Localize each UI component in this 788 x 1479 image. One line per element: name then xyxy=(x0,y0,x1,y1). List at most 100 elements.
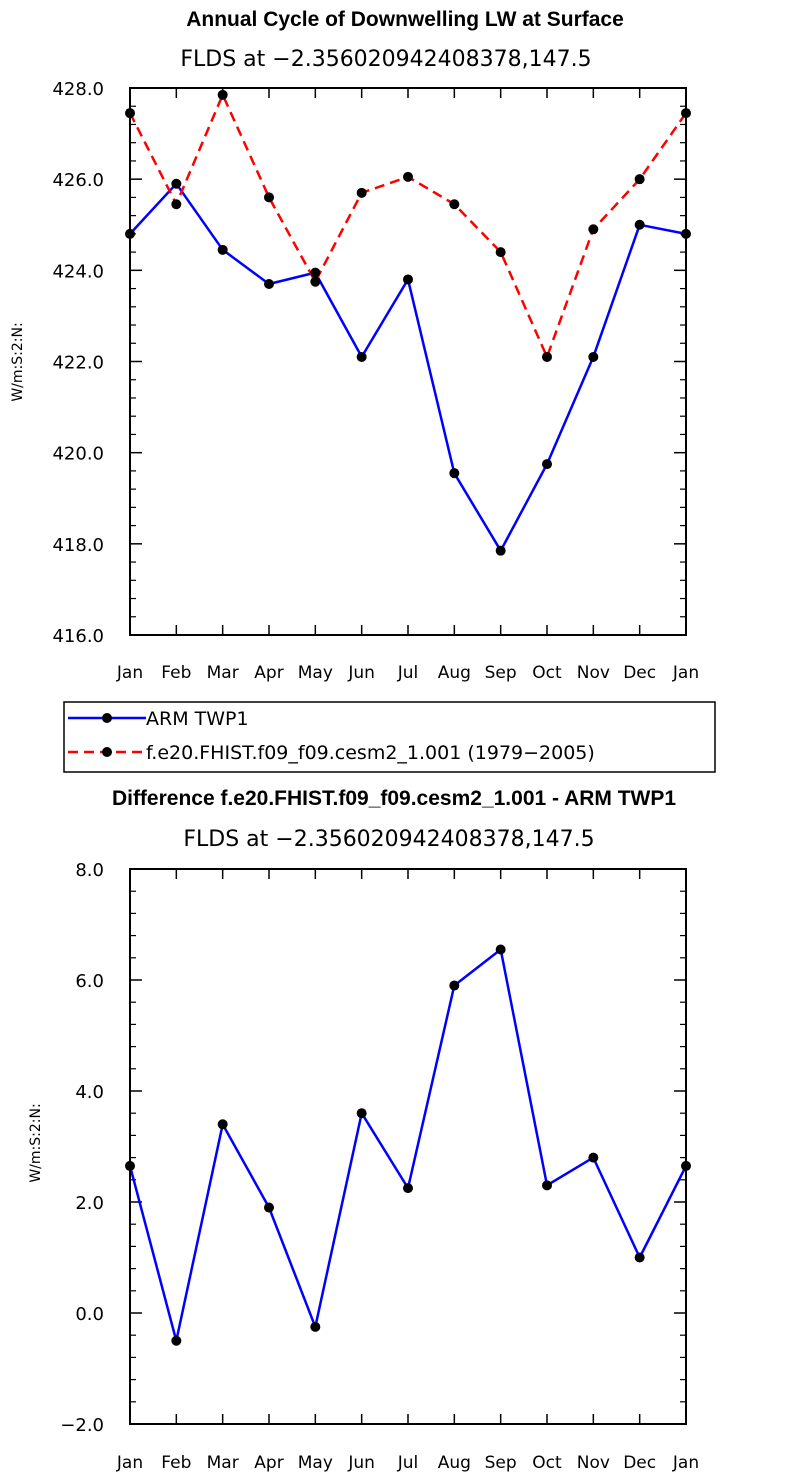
chart-subtitle: FLDS at −2.356020942408378,147.5 xyxy=(180,47,591,72)
x-tick-label: Jun xyxy=(347,663,375,683)
legend-marker-arm xyxy=(102,713,112,723)
x-tick-label: Jan xyxy=(672,1453,699,1473)
data-point-0 xyxy=(264,1202,274,1213)
series-line-1 xyxy=(128,93,688,359)
data-point-0 xyxy=(495,944,506,955)
data-point-0 xyxy=(310,267,321,278)
x-tick-label: Mar xyxy=(207,1453,239,1473)
x-tick-label: Aug xyxy=(438,1453,471,1473)
x-tick-labels: Jan Feb Mar Apr May Jun Jul Aug Sep Oct Nov Dec Jan xyxy=(116,1453,699,1473)
data-point-0 xyxy=(449,980,460,991)
legend: ARM TWP1 f.e20.FHIST.f09_f09.cesm2_1.001… xyxy=(63,701,716,773)
data-point-0 xyxy=(634,219,645,230)
y-tick-label: 8.0 xyxy=(75,860,104,881)
x-tick-label: Jan xyxy=(116,1453,143,1473)
y-tick-labels: 416.0 418.0 420.0 422.0 424.0 426.0 428.0 xyxy=(52,79,104,647)
data-point-0 xyxy=(171,1335,182,1346)
plot-frame xyxy=(129,87,687,636)
x-tick-label: Jan xyxy=(116,663,143,683)
x-tick-label: Jul xyxy=(397,1453,419,1473)
data-point-0 xyxy=(217,244,228,255)
data-point-1 xyxy=(171,199,182,210)
y-tick-label: 428.0 xyxy=(52,79,104,100)
legend-marker-model xyxy=(102,747,112,757)
y-tick-label: 424.0 xyxy=(52,261,104,282)
y-tick-label: −2.0 xyxy=(60,1415,104,1436)
series-line-0 xyxy=(129,182,687,552)
x-tick-label: May xyxy=(298,663,333,683)
data-point-1 xyxy=(217,89,228,100)
data-point-0 xyxy=(171,178,182,189)
y-tick-label: 418.0 xyxy=(52,535,104,556)
data-point-0 xyxy=(217,1119,228,1130)
axis-ticks xyxy=(129,87,687,636)
x-tick-label: Jun xyxy=(347,1453,375,1473)
x-tick-label: Dec xyxy=(623,1453,656,1473)
chart-difference: Difference f.e20.FHIST.f09_f09.cesm2_1.0… xyxy=(28,787,699,1473)
data-point-0 xyxy=(449,468,460,479)
x-tick-label: Oct xyxy=(532,1453,562,1473)
data-point-1 xyxy=(403,171,413,182)
legend-label-model: f.e20.FHIST.f09_f09.cesm2_1.001 (1979−20… xyxy=(146,742,595,764)
x-tick-label: Nov xyxy=(577,663,610,683)
data-point-0 xyxy=(264,279,274,290)
data-point-1 xyxy=(542,351,552,362)
y-tick-label: 420.0 xyxy=(52,444,104,465)
x-tick-label: Jan xyxy=(672,663,699,683)
data-point-1 xyxy=(449,199,460,210)
data-point-0 xyxy=(542,459,552,470)
x-tick-label: Nov xyxy=(577,1453,610,1473)
x-tick-label: Sep xyxy=(485,1453,517,1473)
chart-subtitle: FLDS at −2.356020942408378,147.5 xyxy=(183,827,594,852)
chart-title: Annual Cycle of Downwelling LW at Surfac… xyxy=(186,8,624,31)
y-tick-label: 416.0 xyxy=(52,626,104,647)
data-point-0 xyxy=(403,1183,413,1194)
data-point-0 xyxy=(403,274,413,285)
series-group xyxy=(125,89,691,556)
y-tick-label: 2.0 xyxy=(75,1193,104,1214)
y-axis-label: W/m:S:2:N: xyxy=(10,322,26,401)
chart-annual-cycle: Annual Cycle of Downwelling LW at Surfac… xyxy=(10,8,699,683)
x-tick-label: Jul xyxy=(397,663,419,683)
data-point-1 xyxy=(495,247,506,258)
data-point-0 xyxy=(588,351,599,362)
legend-box xyxy=(63,701,716,773)
data-point-1 xyxy=(356,187,367,198)
data-point-1 xyxy=(588,224,599,235)
x-tick-label: Feb xyxy=(161,663,191,683)
x-tick-label: May xyxy=(298,1453,333,1473)
data-point-0 xyxy=(356,351,367,362)
legend-label-arm: ARM TWP1 xyxy=(146,708,249,730)
data-point-0 xyxy=(634,1252,645,1263)
x-tick-label: Mar xyxy=(207,663,239,683)
y-tick-label: 6.0 xyxy=(75,971,104,992)
x-tick-label: Aug xyxy=(438,663,471,683)
x-tick-label: Apr xyxy=(254,1453,283,1473)
x-tick-label: Sep xyxy=(485,663,517,683)
y-tick-label: 426.0 xyxy=(52,170,104,191)
y-tick-label: 422.0 xyxy=(52,353,104,374)
x-tick-label: Dec xyxy=(623,663,656,683)
data-point-1 xyxy=(634,174,645,185)
plot-frame xyxy=(129,868,687,1425)
data-point-0 xyxy=(310,1321,321,1332)
y-tick-label: 0.0 xyxy=(75,1304,104,1325)
y-tick-labels: −2.0 0.0 2.0 4.0 6.0 8.0 xyxy=(60,860,104,1436)
series-group xyxy=(125,944,691,1346)
data-point-1 xyxy=(310,276,321,287)
data-point-0 xyxy=(542,1180,552,1191)
data-point-0 xyxy=(356,1108,367,1119)
series-line-0 xyxy=(128,948,688,1343)
x-tick-labels: Jan Feb Mar Apr May Jun Jul Aug Sep Oct Nov Dec Jan xyxy=(116,663,699,683)
chart-title: Difference f.e20.FHIST.f09_f09.cesm2_1.0… xyxy=(112,787,676,810)
data-point-0 xyxy=(495,545,506,556)
x-tick-label: Apr xyxy=(254,663,283,683)
y-tick-label: 4.0 xyxy=(75,1082,104,1103)
x-tick-label: Oct xyxy=(532,663,562,683)
axis-ticks xyxy=(129,868,687,1425)
y-axis-label: W/m:S:2:N: xyxy=(28,1103,44,1182)
data-point-1 xyxy=(264,192,274,203)
x-tick-label: Feb xyxy=(161,1453,191,1473)
data-point-0 xyxy=(588,1152,599,1163)
